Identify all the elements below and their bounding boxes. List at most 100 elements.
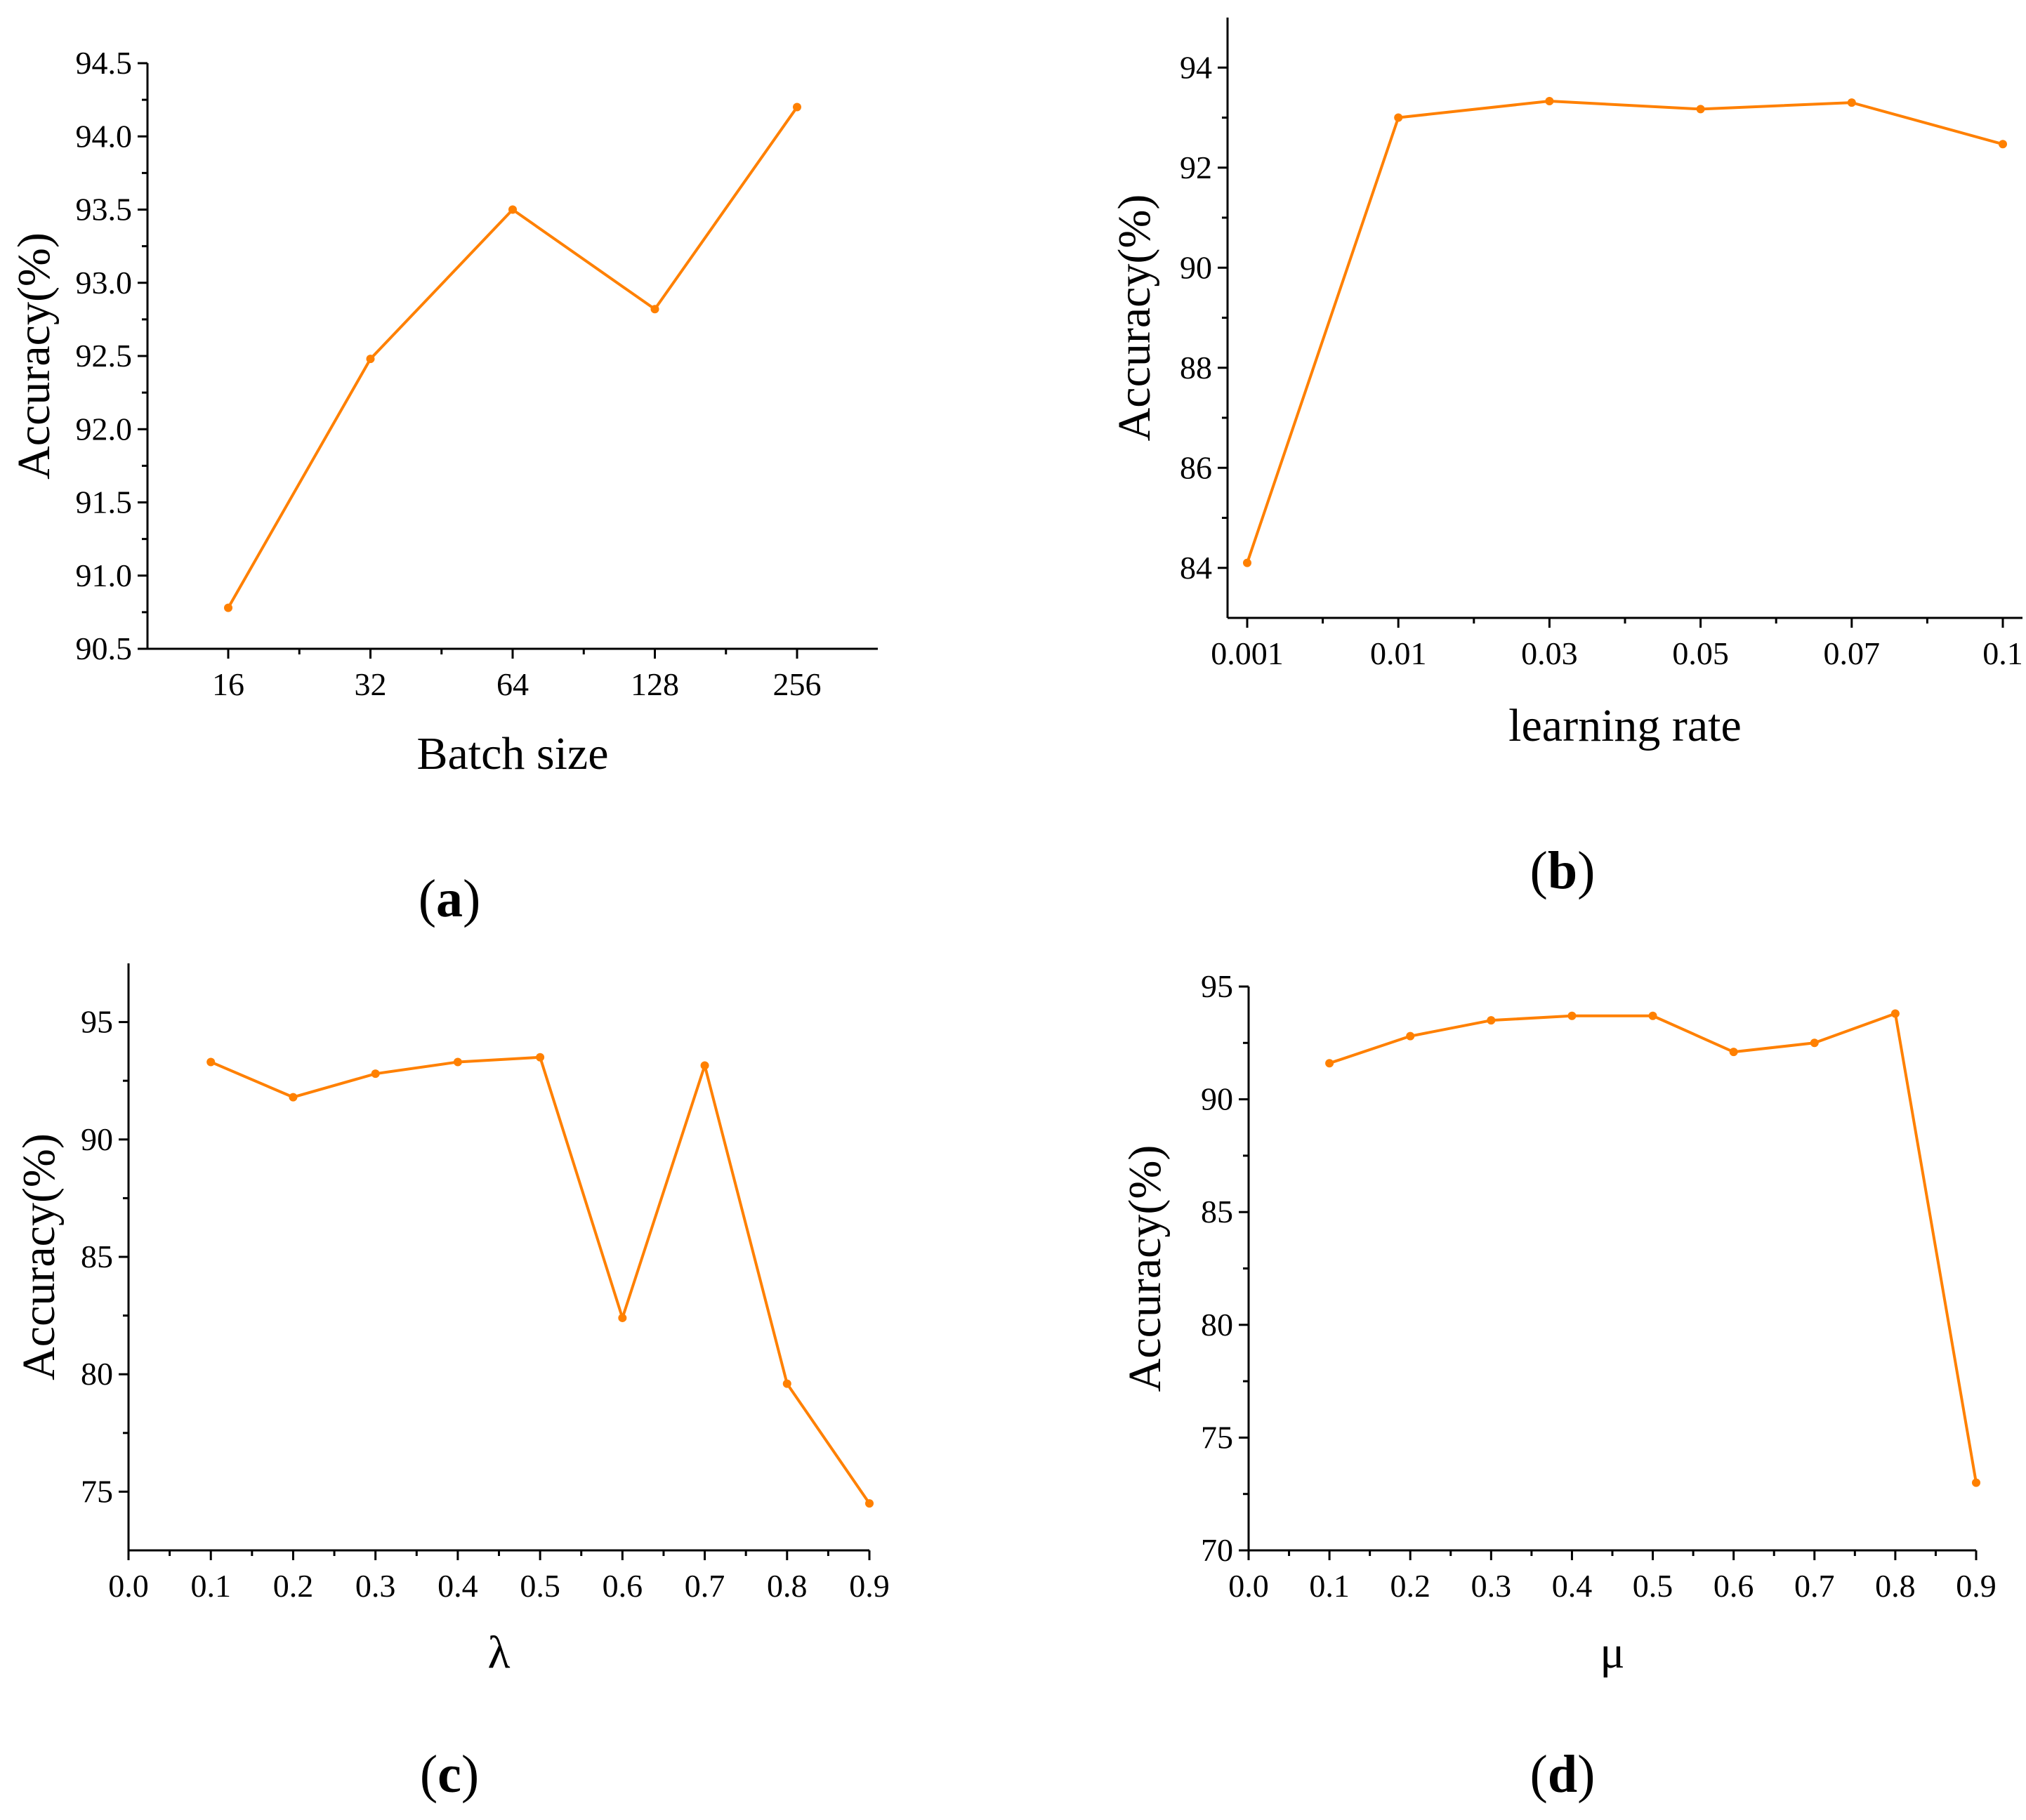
series-line bbox=[227, 106, 798, 609]
data-point bbox=[224, 603, 232, 612]
x-tick-label: 0.07 bbox=[1824, 635, 1881, 671]
panel-label: (a) bbox=[419, 869, 481, 928]
data-point bbox=[782, 1379, 791, 1388]
y-tick-label: 95 bbox=[1201, 968, 1233, 1004]
x-tick-label: 0.5 bbox=[520, 1568, 560, 1604]
x-tick-label: 0.8 bbox=[767, 1568, 808, 1604]
data-point bbox=[206, 1057, 216, 1067]
data-point bbox=[1243, 558, 1251, 567]
y-tick-label: 90 bbox=[1180, 249, 1212, 285]
data-point bbox=[366, 355, 375, 364]
y-tick-label: 95 bbox=[81, 1004, 113, 1040]
y-tick-label: 90.5 bbox=[76, 631, 133, 666]
data-point bbox=[1696, 105, 1705, 114]
panel-label: (b) bbox=[1530, 841, 1596, 900]
panel-b: 84 86 88 90 92 94 0.001 0.01 0.03 0.05 0.07 0.1 lear… bbox=[1109, 18, 2023, 900]
data-point bbox=[1406, 1031, 1415, 1041]
x-tick-label: 0.8 bbox=[1875, 1568, 1916, 1604]
x-tick-label: 0.2 bbox=[1390, 1568, 1430, 1604]
x-tick-label: 0.9 bbox=[849, 1568, 890, 1604]
y-axis-title: Accuracy(%) bbox=[13, 1133, 65, 1380]
x-tick-label: 0.4 bbox=[438, 1568, 478, 1604]
y-tick-label: 91.0 bbox=[76, 558, 133, 593]
x-axis-title: μ bbox=[1600, 1627, 1624, 1678]
y-tick-label: 85 bbox=[1201, 1194, 1233, 1229]
y-tick-label: 75 bbox=[81, 1473, 113, 1509]
y-tick-label: 84 bbox=[1180, 550, 1212, 586]
data-point bbox=[1729, 1048, 1738, 1057]
series-line bbox=[1329, 1012, 1978, 1483]
data-point bbox=[1999, 140, 2007, 149]
data-point bbox=[536, 1053, 545, 1062]
x-tick-label: 0.3 bbox=[355, 1568, 396, 1604]
panel-d: 70 75 80 85 90 95 0.0 0.1 0.2 0.3 0.4 0.5 0.6 0.7 0.8 0… bbox=[1119, 968, 1997, 1804]
x-tick-label: 0.5 bbox=[1633, 1568, 1673, 1604]
x-tick-label: 0.3 bbox=[1471, 1568, 1512, 1604]
data-point bbox=[1394, 113, 1403, 122]
panel-label: (c) bbox=[420, 1745, 479, 1804]
panel-c: 75 80 85 90 95 0.0 0.1 0.2 0.3 0.4 0.5 0.6 0.7 0.8 0.9… bbox=[13, 963, 890, 1804]
data-point bbox=[1648, 1011, 1657, 1020]
y-tick-label: 93.0 bbox=[76, 265, 133, 301]
data-point bbox=[1972, 1478, 1980, 1487]
y-tick-label: 94.5 bbox=[76, 45, 133, 81]
x-tick-label: 0.6 bbox=[603, 1568, 643, 1604]
y-tick-label: 90 bbox=[1201, 1081, 1233, 1117]
y-tick-label: 94 bbox=[1180, 49, 1212, 85]
x-tick-label: 0.1 bbox=[1982, 635, 2023, 671]
data-point bbox=[1325, 1059, 1334, 1068]
x-tick-label: 0.6 bbox=[1713, 1568, 1754, 1604]
data-point bbox=[508, 205, 517, 214]
x-tick-label: 0.0 bbox=[108, 1568, 149, 1604]
y-tick-label: 90 bbox=[81, 1121, 113, 1157]
y-tick-label: 94.0 bbox=[76, 118, 133, 154]
data-point bbox=[1890, 1009, 1900, 1018]
x-tick-label: 0.03 bbox=[1521, 635, 1578, 671]
x-tick-label: 64 bbox=[496, 666, 529, 702]
data-point bbox=[289, 1093, 298, 1102]
x-axis-title: learning rate bbox=[1508, 700, 1742, 751]
x-tick-label: 0.05 bbox=[1672, 635, 1729, 671]
x-tick-label: 128 bbox=[631, 666, 679, 702]
x-tick-label: 0.01 bbox=[1370, 635, 1427, 671]
data-point bbox=[618, 1313, 627, 1322]
data-point bbox=[1810, 1038, 1819, 1048]
y-tick-label: 85 bbox=[81, 1239, 113, 1274]
y-axis-title: Accuracy(%) bbox=[8, 232, 60, 480]
x-tick-label: 0.4 bbox=[1552, 1568, 1593, 1604]
panel-a: 90.5 91.0 91.5 92.0 92.5 93.0 93.5 94.0 94.5 16 32… bbox=[8, 45, 878, 928]
y-tick-label: 86 bbox=[1180, 449, 1212, 485]
data-point bbox=[1567, 1011, 1577, 1020]
data-point bbox=[650, 305, 659, 314]
y-tick-label: 93.5 bbox=[76, 192, 133, 228]
data-point bbox=[1545, 96, 1554, 105]
data-point bbox=[793, 103, 801, 112]
x-tick-label: 0.1 bbox=[1309, 1568, 1350, 1604]
data-point bbox=[1487, 1016, 1496, 1025]
x-axis-title: λ bbox=[487, 1627, 510, 1678]
data-point bbox=[700, 1061, 709, 1070]
data-point bbox=[865, 1499, 874, 1508]
y-tick-label: 92.5 bbox=[76, 338, 133, 374]
x-tick-label: 32 bbox=[355, 666, 387, 702]
x-tick-label: 0.9 bbox=[1956, 1568, 1997, 1604]
series-line bbox=[1246, 99, 2004, 564]
data-point bbox=[453, 1057, 462, 1067]
y-tick-label: 75 bbox=[1201, 1419, 1233, 1455]
y-axis-title: Accuracy(%) bbox=[1119, 1145, 1171, 1392]
y-axis-title: Accuracy(%) bbox=[1109, 194, 1160, 442]
panel-label: (d) bbox=[1530, 1745, 1596, 1804]
series-line bbox=[210, 1055, 871, 1505]
x-tick-label: 0.7 bbox=[685, 1568, 725, 1604]
x-tick-label: 256 bbox=[773, 666, 822, 702]
x-tick-label: 0.2 bbox=[273, 1568, 314, 1604]
x-axis-title: Batch size bbox=[416, 728, 608, 779]
x-tick-label: 0.1 bbox=[190, 1568, 231, 1604]
y-tick-label: 92.0 bbox=[76, 411, 133, 447]
y-tick-label: 91.5 bbox=[76, 484, 133, 520]
y-tick-label: 88 bbox=[1180, 350, 1212, 385]
y-tick-label: 80 bbox=[81, 1356, 113, 1392]
data-point bbox=[1847, 98, 1856, 107]
x-tick-label: 0.001 bbox=[1211, 635, 1284, 671]
